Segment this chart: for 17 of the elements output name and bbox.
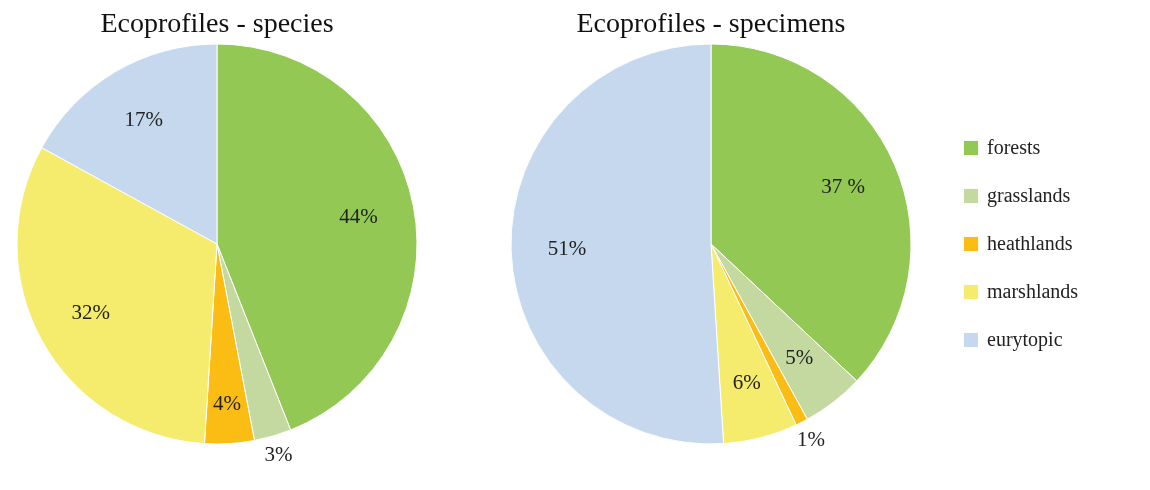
data-label: 4%: [213, 390, 242, 415]
data-label: 51%: [547, 235, 587, 260]
data-label: 6%: [732, 370, 761, 395]
data-label: 37 %: [821, 173, 866, 198]
legend-label: forests: [987, 136, 1041, 158]
data-label: 5%: [785, 344, 814, 369]
chart-title: Ecoprofiles - species: [100, 7, 334, 38]
data-label: 3%: [264, 442, 293, 467]
data-label: 17%: [124, 107, 163, 132]
chart-title: Ecoprofiles - specimens: [576, 7, 846, 38]
data-label: 1%: [796, 427, 825, 452]
data-label: 32%: [71, 300, 111, 325]
legend-label: eurytopic: [987, 328, 1063, 351]
legend-label: heathlands: [987, 232, 1073, 254]
data-label: 44%: [339, 204, 378, 229]
legend-label: marshlands: [987, 280, 1079, 302]
legend-label: grasslands: [987, 184, 1071, 207]
